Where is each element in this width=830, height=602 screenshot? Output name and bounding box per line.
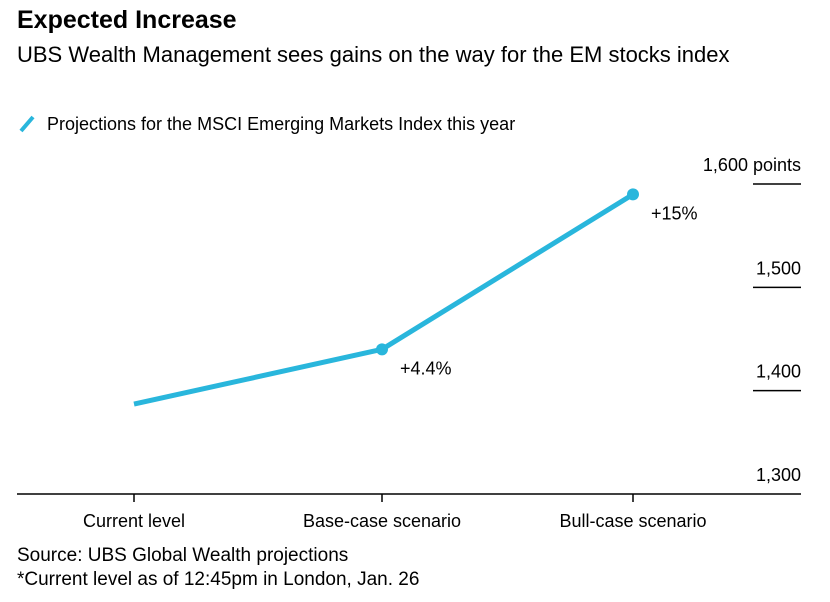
x-tick-label: Bull-case scenario — [559, 511, 706, 531]
x-tick-label: Current level — [83, 511, 185, 531]
y-tick-label: 1,600 points — [703, 155, 801, 175]
data-point-marker — [376, 343, 388, 356]
footnote: *Current level as of 12:45pm in London, … — [17, 569, 420, 590]
chart-subtitle: UBS Wealth Management sees gains on the … — [17, 42, 730, 67]
legend-label: Projections for the MSCI Emerging Market… — [47, 113, 516, 134]
footer: Source: UBS Global Wealth projections *C… — [17, 544, 419, 592]
series-line — [133, 192, 635, 407]
source-note: Source: UBS Global Wealth projections — [17, 545, 349, 566]
data-label: +4.4% — [400, 358, 452, 378]
legend-swatch-icon — [19, 115, 35, 133]
chart-title: Expected Increase — [17, 6, 237, 34]
data-point-marker — [627, 188, 639, 201]
y-tick-label: 1,300 — [756, 465, 801, 485]
x-tick-label: Base-case scenario — [303, 511, 461, 531]
data-label: +15% — [651, 203, 698, 223]
legend: Projections for the MSCI Emerging Market… — [17, 113, 515, 135]
y-tick-label: 1,400 — [756, 362, 801, 382]
y-tick-label: 1,500 — [756, 258, 801, 278]
